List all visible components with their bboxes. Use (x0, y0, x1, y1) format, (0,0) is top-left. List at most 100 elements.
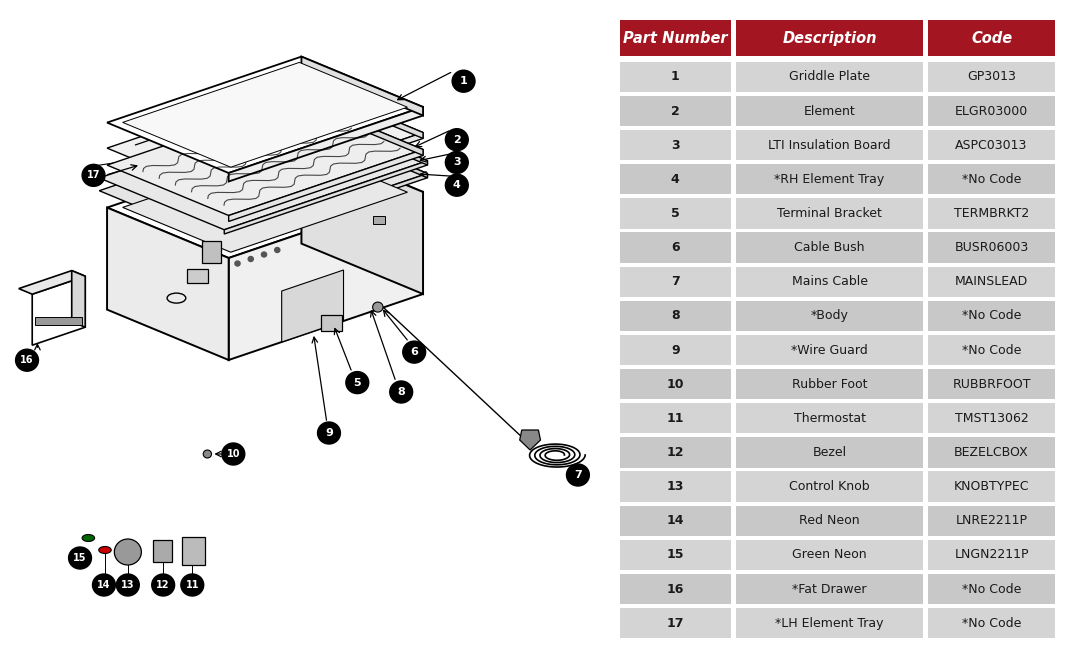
Bar (620, 403, 731, 434)
Circle shape (235, 261, 240, 266)
Bar (928, 335, 1055, 365)
Text: *No Code: *No Code (961, 617, 1021, 630)
Text: LNGN2211P: LNGN2211P (954, 549, 1029, 562)
Text: 4: 4 (452, 180, 461, 190)
Text: 8: 8 (397, 387, 405, 397)
Bar (620, 266, 731, 297)
Polygon shape (107, 207, 228, 360)
Bar (187, 269, 208, 283)
Circle shape (346, 372, 369, 394)
Polygon shape (19, 270, 85, 294)
Circle shape (372, 302, 383, 312)
Bar (620, 20, 731, 56)
Bar (928, 233, 1055, 263)
Bar (620, 608, 731, 638)
Bar (181, 537, 205, 565)
Polygon shape (99, 122, 428, 242)
Bar (620, 130, 731, 161)
Bar (928, 369, 1055, 399)
Bar (620, 540, 731, 570)
Text: 5: 5 (671, 207, 680, 220)
Bar (736, 96, 923, 126)
Text: 8: 8 (671, 309, 680, 322)
Circle shape (389, 381, 413, 403)
Text: Mains Cable: Mains Cable (792, 275, 867, 288)
Text: 1: 1 (460, 76, 467, 86)
Bar (736, 301, 923, 331)
Bar (928, 506, 1055, 536)
Polygon shape (302, 122, 428, 177)
Bar (153, 540, 172, 562)
Circle shape (249, 257, 253, 261)
Circle shape (152, 574, 175, 596)
Polygon shape (99, 109, 428, 229)
Circle shape (222, 443, 244, 465)
Text: 1: 1 (671, 70, 680, 83)
Bar (928, 130, 1055, 161)
Polygon shape (228, 192, 423, 360)
Text: *LH Element Tray: *LH Element Tray (776, 617, 883, 630)
Bar (928, 198, 1055, 229)
Text: *Fat Drawer: *Fat Drawer (793, 582, 866, 595)
Text: 13: 13 (121, 580, 134, 590)
Bar (620, 335, 731, 365)
Circle shape (82, 164, 105, 187)
Text: Element: Element (803, 105, 856, 118)
Text: 15: 15 (74, 553, 86, 563)
Text: Green Neon: Green Neon (792, 549, 866, 562)
Bar (736, 20, 923, 56)
Bar (928, 62, 1055, 92)
Text: 13: 13 (667, 480, 684, 493)
Text: 7: 7 (574, 470, 582, 480)
Circle shape (452, 70, 475, 92)
Text: LNRE2211P: LNRE2211P (956, 514, 1028, 527)
Polygon shape (32, 276, 85, 345)
Text: Part Number: Part Number (623, 31, 728, 46)
Polygon shape (228, 107, 423, 181)
Bar (620, 369, 731, 399)
Circle shape (445, 174, 468, 196)
Text: 16: 16 (667, 582, 684, 595)
Text: Thermostat: Thermostat (794, 412, 865, 425)
Text: *No Code: *No Code (961, 309, 1021, 322)
Text: Terminal Bracket: Terminal Bracket (777, 207, 882, 220)
Circle shape (16, 349, 38, 371)
Polygon shape (107, 99, 423, 216)
Bar (620, 471, 731, 502)
Text: LTI Insulation Board: LTI Insulation Board (768, 138, 891, 151)
Text: GP3013: GP3013 (967, 70, 1016, 83)
Text: 10: 10 (226, 449, 240, 459)
Text: Griddle Plate: Griddle Plate (789, 70, 870, 83)
Text: 9: 9 (325, 428, 333, 438)
Text: 2: 2 (453, 135, 461, 145)
Bar (736, 62, 923, 92)
Bar (620, 301, 731, 331)
Text: *No Code: *No Code (961, 343, 1021, 356)
Text: RUBBRFOOT: RUBBRFOOT (953, 378, 1031, 391)
Text: KNOBTYPEC: KNOBTYPEC (954, 480, 1030, 493)
Text: 5: 5 (353, 378, 361, 387)
Text: 17: 17 (667, 617, 684, 630)
Polygon shape (301, 99, 423, 155)
Polygon shape (224, 174, 428, 247)
Polygon shape (224, 161, 428, 234)
Bar (736, 198, 923, 229)
Text: 12: 12 (157, 580, 170, 590)
Text: 3: 3 (671, 138, 680, 151)
Bar (928, 301, 1055, 331)
Polygon shape (123, 62, 408, 167)
Bar (736, 437, 923, 467)
Bar (736, 233, 923, 263)
Bar (736, 471, 923, 502)
Circle shape (274, 248, 280, 252)
Polygon shape (107, 57, 423, 173)
Circle shape (93, 574, 115, 596)
Bar (736, 369, 923, 399)
Bar (620, 198, 731, 229)
Bar (928, 403, 1055, 434)
Text: Control Knob: Control Knob (790, 480, 870, 493)
Text: TMST13062: TMST13062 (955, 412, 1029, 425)
Bar (620, 506, 731, 536)
Text: 14: 14 (667, 514, 684, 527)
Circle shape (114, 539, 141, 565)
